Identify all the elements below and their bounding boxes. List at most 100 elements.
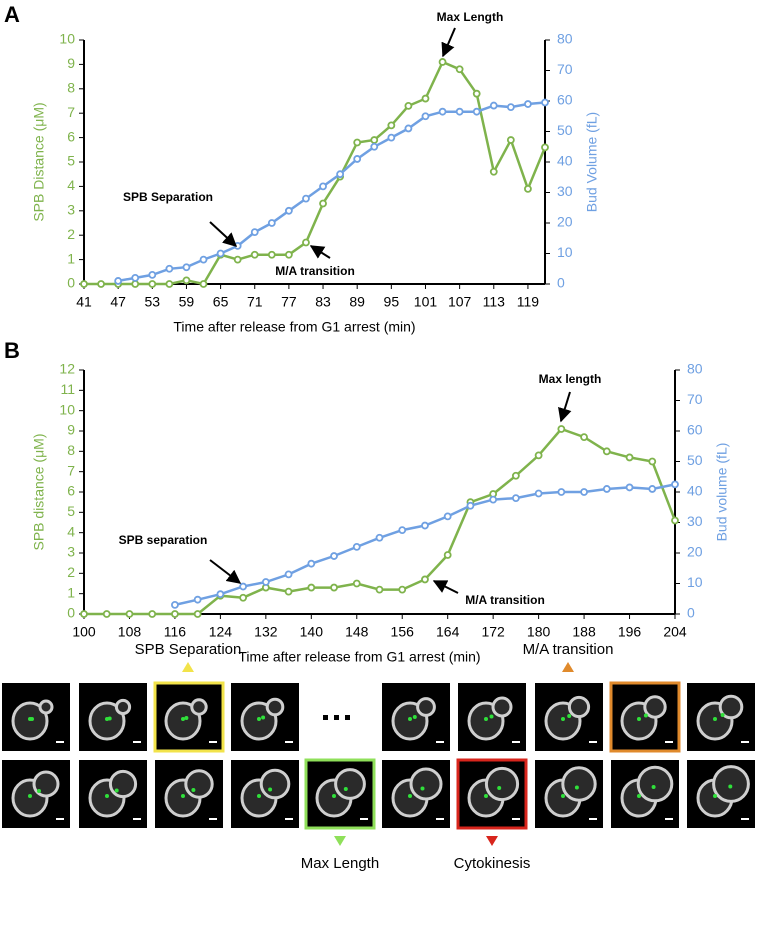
spb-dot bbox=[643, 713, 648, 718]
spb-dot bbox=[412, 715, 417, 719]
y2-axis-label: Bud volume (fL) bbox=[714, 443, 730, 542]
data-point bbox=[511, 494, 520, 503]
bud-cell bbox=[409, 767, 443, 801]
scale-bar bbox=[56, 741, 64, 743]
data-point bbox=[353, 138, 362, 147]
y-tick-label: 3 bbox=[67, 202, 75, 218]
data-point bbox=[472, 89, 481, 98]
data-point bbox=[125, 610, 134, 618]
data-point bbox=[148, 280, 157, 288]
x-tick-label: 100 bbox=[72, 624, 96, 640]
data-point bbox=[370, 142, 379, 151]
bud-cell bbox=[259, 768, 291, 800]
scale-bar bbox=[741, 741, 749, 743]
y-tick-label: 2 bbox=[67, 226, 75, 242]
data-point bbox=[370, 136, 379, 144]
bud-cell bbox=[567, 695, 591, 719]
data-point bbox=[387, 133, 396, 142]
data-point bbox=[353, 155, 362, 163]
data-point bbox=[284, 587, 293, 596]
data-point bbox=[557, 425, 566, 433]
y2-tick-label: 70 bbox=[687, 391, 703, 407]
spb-dot bbox=[181, 717, 185, 721]
bud-cell bbox=[416, 697, 436, 717]
x-tick-label: 108 bbox=[118, 624, 142, 640]
stage-label: Max Length bbox=[301, 855, 379, 872]
spb-dot bbox=[332, 794, 336, 798]
y2-tick-label: 30 bbox=[687, 513, 703, 529]
y-tick-label: 9 bbox=[67, 422, 75, 438]
scale-bar bbox=[285, 741, 293, 743]
data-point bbox=[455, 107, 464, 116]
y-tick-label: 9 bbox=[67, 55, 75, 71]
scale-bar bbox=[56, 818, 64, 820]
y-tick-label: 8 bbox=[67, 442, 75, 458]
data-point bbox=[182, 276, 191, 285]
x-tick-label: 124 bbox=[209, 624, 233, 640]
data-point bbox=[404, 124, 413, 133]
marker-triangle bbox=[182, 662, 194, 672]
data-point bbox=[421, 112, 430, 121]
annotation: Max Length bbox=[437, 10, 504, 24]
data-point bbox=[421, 521, 429, 530]
data-point bbox=[319, 182, 327, 191]
spb-dot bbox=[105, 794, 109, 798]
data-point bbox=[199, 255, 208, 264]
y2-tick-label: 10 bbox=[557, 244, 573, 260]
y2-tick-label: 80 bbox=[557, 31, 573, 47]
marker-triangle bbox=[562, 662, 574, 672]
data-point bbox=[506, 103, 515, 111]
scale-bar bbox=[512, 741, 520, 743]
bud-cell bbox=[108, 769, 138, 799]
y2-tick-label: 70 bbox=[557, 61, 573, 77]
scale-bar bbox=[436, 818, 444, 820]
spb-dot bbox=[28, 794, 32, 798]
x-axis-label: Time after release from G1 arrest (min) bbox=[173, 319, 415, 335]
spb-dot bbox=[637, 794, 641, 798]
y-tick-label: 1 bbox=[67, 584, 75, 600]
x-tick-label: 59 bbox=[179, 294, 195, 310]
y-tick-label: 5 bbox=[67, 153, 75, 169]
data-point bbox=[489, 495, 498, 504]
data-point bbox=[455, 65, 464, 74]
x-tick-label: 65 bbox=[213, 294, 229, 310]
spb-dot bbox=[561, 794, 565, 798]
data-point bbox=[421, 575, 429, 584]
panel-label: A bbox=[4, 2, 20, 27]
scale-bar bbox=[209, 818, 217, 820]
data-point bbox=[182, 263, 191, 272]
spb-dot bbox=[343, 787, 348, 791]
data-point bbox=[267, 219, 276, 227]
data-point bbox=[466, 501, 475, 510]
annotation-arrow bbox=[432, 580, 459, 594]
data-point bbox=[534, 489, 543, 498]
data-point bbox=[398, 585, 407, 594]
scale-bar bbox=[665, 741, 673, 743]
y-tick-label: 10 bbox=[59, 31, 75, 47]
y-tick-label: 1 bbox=[67, 250, 75, 266]
ellipsis-dot bbox=[345, 715, 350, 720]
spb-dot bbox=[408, 717, 412, 721]
y2-tick-label: 40 bbox=[687, 483, 703, 499]
y2-axis-label: Bud Volume (fL) bbox=[584, 112, 600, 212]
scale-bar bbox=[436, 741, 444, 743]
spb-dot bbox=[713, 794, 717, 798]
data-point bbox=[625, 453, 634, 462]
spb-dot bbox=[257, 717, 261, 721]
data-point bbox=[524, 100, 532, 108]
data-point bbox=[239, 582, 248, 591]
data-point bbox=[165, 280, 174, 288]
x-tick-label: 148 bbox=[345, 624, 369, 640]
data-point bbox=[387, 121, 396, 130]
spb-dot bbox=[261, 715, 266, 720]
bud-cell bbox=[265, 697, 285, 717]
ellipsis-dot bbox=[323, 715, 328, 720]
spb-dot bbox=[420, 786, 425, 791]
y-tick-label: 2 bbox=[67, 564, 75, 580]
data-point bbox=[489, 167, 498, 176]
data-point bbox=[80, 280, 88, 288]
annotation: M/A transition bbox=[275, 264, 355, 278]
data-point bbox=[330, 552, 338, 560]
spb-dot bbox=[408, 794, 412, 798]
